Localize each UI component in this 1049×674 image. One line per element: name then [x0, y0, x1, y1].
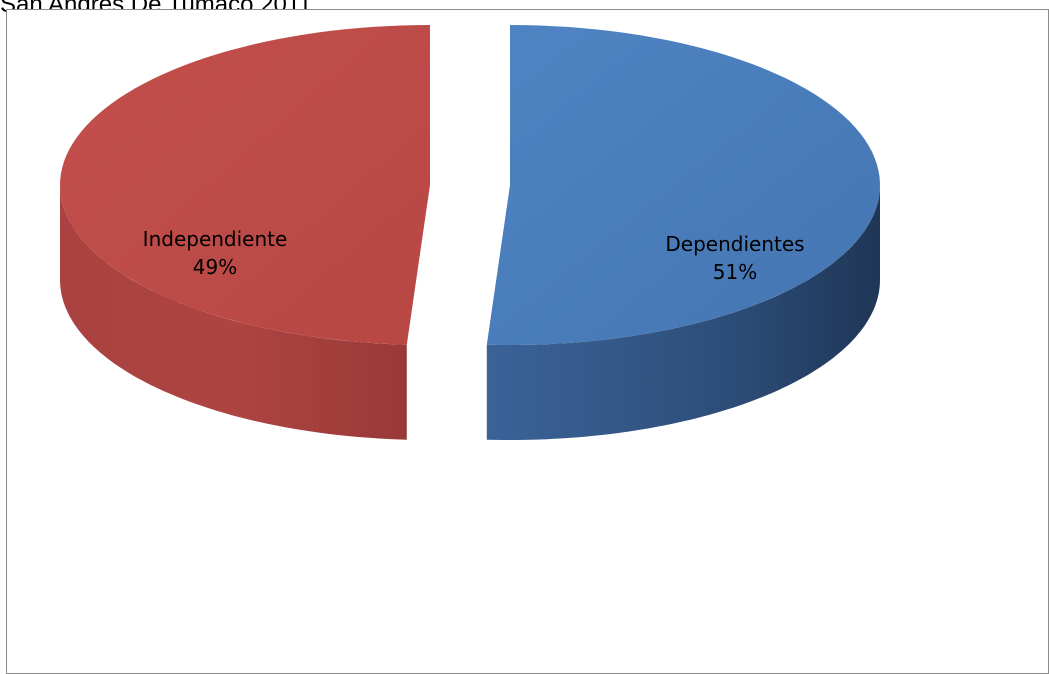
slice-percent: 51% [712, 260, 758, 284]
slice-name: Dependientes [665, 232, 805, 256]
pie-slice-dependientes [486, 25, 880, 440]
slice-label-independiente: Independiente 49% [135, 225, 295, 281]
slice-label-dependientes: Dependientes 51% [655, 230, 815, 286]
pie-slice-independiente [60, 25, 430, 440]
slice-percent: 49% [192, 255, 238, 279]
slice-name: Independiente [142, 227, 288, 251]
